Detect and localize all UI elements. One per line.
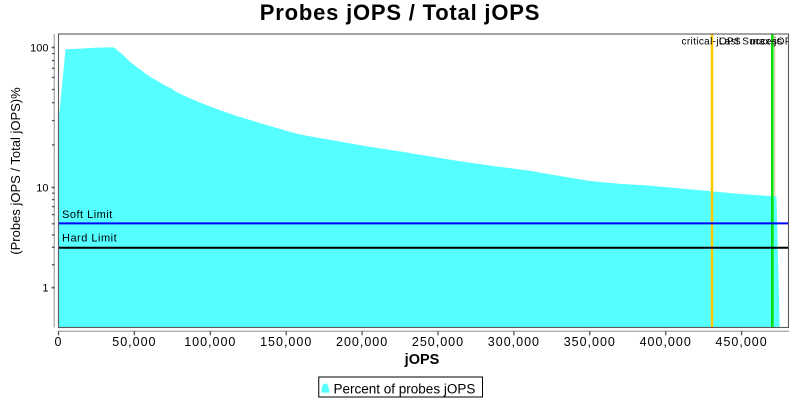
svg-text:400,000: 400,000 [640, 335, 692, 349]
svg-text:jOPS: jOPS [404, 352, 440, 368]
svg-text:(Probes jOPS / Total jOPS)%: (Probes jOPS / Total jOPS)% [8, 87, 23, 255]
svg-text:150,000: 150,000 [260, 335, 312, 349]
svg-text:10: 10 [36, 183, 48, 195]
svg-text:1: 1 [42, 283, 48, 295]
svg-text:Percent of probes jOPS: Percent of probes jOPS [334, 382, 476, 397]
svg-text:max-jOPS: max-jOPS [750, 37, 798, 48]
svg-text:Soft Limit: Soft Limit [62, 209, 113, 221]
svg-text:Hard Limit: Hard Limit [62, 233, 117, 245]
svg-text:critical-jOPS: critical-jOPS [682, 37, 742, 48]
svg-text:300,000: 300,000 [488, 335, 540, 349]
svg-text:350,000: 350,000 [564, 335, 616, 349]
svg-text:200,000: 200,000 [336, 335, 388, 349]
svg-text:50,000: 50,000 [112, 335, 156, 349]
svg-text:450,000: 450,000 [716, 335, 768, 349]
svg-text:100,000: 100,000 [184, 335, 236, 349]
svg-text:0: 0 [55, 335, 63, 349]
svg-text:250,000: 250,000 [412, 335, 464, 349]
svg-text:Last Success: Last Success [719, 37, 783, 48]
svg-text:100: 100 [30, 43, 48, 55]
svg-text:Probes jOPS / Total jOPS: Probes jOPS / Total jOPS [260, 0, 540, 25]
